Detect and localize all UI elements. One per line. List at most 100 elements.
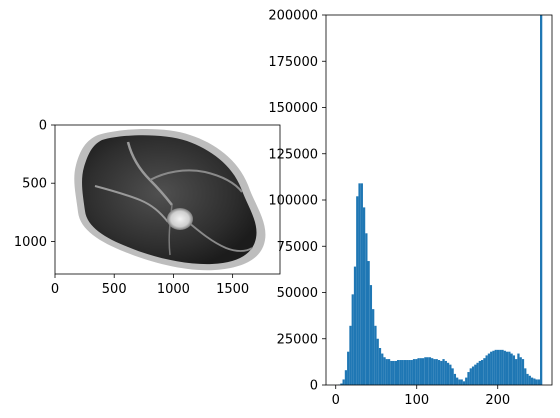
image-y-tick-label: 500 [22, 177, 47, 192]
histogram-bar [528, 375, 531, 385]
histogram-axes: 0 100 200 0 25000 50000 75000 100000 125000 1500… [268, 9, 553, 408]
histogram-y-tick-label: 75000 [277, 240, 318, 255]
histogram-y-tick-label: 200000 [268, 9, 318, 24]
histogram-bar [374, 325, 377, 385]
histogram-bar [428, 357, 432, 385]
histogram-bar [387, 359, 391, 385]
histogram-bar [442, 359, 445, 385]
histogram-bar [417, 358, 420, 385]
histogram-bar [378, 348, 382, 385]
histogram-bar [478, 360, 481, 385]
histogram-bar [426, 357, 429, 385]
histogram-bar [492, 350, 495, 385]
histogram-bar [342, 379, 345, 385]
histogram-bar [530, 377, 534, 385]
fat-seam-4 [187, 221, 253, 252]
histogram-bar [483, 358, 486, 385]
histogram-bar [385, 359, 388, 385]
histogram-bar [381, 353, 384, 385]
histogram-bar [540, 15, 543, 385]
histogram-bar [510, 353, 513, 385]
histogram-bar [449, 364, 452, 385]
histogram-bar [480, 360, 484, 385]
histogram-bar [401, 360, 404, 385]
histogram-bar [372, 309, 375, 385]
histogram-bar [406, 360, 409, 385]
histogram-bar [505, 351, 509, 385]
histogram-bar [340, 383, 343, 385]
histogram-bar [365, 233, 368, 385]
histogram-bar [460, 379, 463, 385]
image-y-ticks: 0 500 1000 [14, 119, 55, 250]
fat-seam-5 [168, 204, 173, 256]
image-x-tick-label: 500 [102, 282, 127, 297]
histogram-bar [508, 351, 511, 385]
histogram-bar [517, 353, 520, 385]
histogram-bar [526, 373, 529, 385]
histogram-bar [496, 349, 500, 385]
histogram-bar [433, 359, 436, 385]
histogram-bar [465, 377, 468, 385]
histogram-y-tick-label: 0 [310, 379, 318, 394]
histogram-bar [369, 285, 373, 385]
histogram-bar [462, 381, 466, 385]
histogram-bar [469, 368, 472, 385]
histogram-y-tick-label: 175000 [268, 55, 318, 70]
histogram-bar [353, 266, 357, 385]
histogram-bar [358, 183, 361, 385]
histogram-bar [476, 362, 479, 385]
image-axes: 0 500 1000 1500 0 500 1000 [14, 119, 281, 297]
histogram-bar [351, 294, 354, 385]
histogram-bar [390, 360, 393, 385]
histogram-x-tick-label: 0 [332, 393, 340, 408]
histogram-bar [485, 355, 488, 385]
histogram-bar [356, 196, 359, 385]
histogram-bar [501, 349, 504, 385]
histogram-bar [347, 351, 350, 385]
histogram-bar [376, 338, 379, 385]
image-x-ticks: 0 500 1000 1500 [51, 274, 249, 297]
histogram-bar [399, 360, 402, 385]
histogram-bar [349, 325, 352, 385]
histogram-bar [362, 207, 366, 385]
histogram-bar [424, 357, 427, 385]
histogram-y-tick-label: 25000 [277, 332, 318, 347]
histogram-y-tick-label: 100000 [268, 194, 318, 209]
image-y-tick-label: 0 [39, 119, 47, 134]
histogram-bar [453, 373, 457, 385]
histogram-bar [410, 360, 413, 385]
histogram-bar [403, 360, 407, 385]
histogram-bar [533, 378, 536, 385]
fat-seam-3 [94, 185, 169, 223]
histogram-y-tick-label: 125000 [268, 147, 318, 162]
histogram-bar [467, 372, 470, 385]
histogram-bar [524, 368, 527, 385]
histogram-bar [474, 364, 477, 385]
histogram-bar [421, 358, 425, 385]
image-y-tick-label: 1000 [14, 235, 47, 250]
histogram-bar [435, 359, 438, 385]
histogram-bar [446, 362, 450, 385]
histogram-bar [537, 379, 541, 385]
image-frame [54, 124, 281, 275]
histogram-bar [494, 349, 497, 385]
histogram-bar [499, 349, 502, 385]
histogram-bar [456, 377, 459, 385]
histogram-bar [521, 359, 525, 385]
histogram-bar [490, 351, 493, 385]
histogram-bar [431, 358, 434, 385]
histogram-bar [440, 360, 443, 385]
histogram-x-tick-label: 200 [485, 393, 510, 408]
histogram-x-tick-label: 100 [404, 393, 429, 408]
image-x-tick-label: 1500 [216, 282, 249, 297]
histogram-bar [392, 360, 395, 385]
steak-photo [74, 128, 266, 271]
histogram-bar [487, 353, 491, 385]
histogram-bar [367, 261, 370, 385]
histogram-bar [397, 360, 400, 385]
histogram-bar [515, 359, 518, 385]
histogram-bar [503, 350, 506, 385]
histogram-bar [344, 370, 348, 385]
histogram-bar [360, 183, 363, 385]
